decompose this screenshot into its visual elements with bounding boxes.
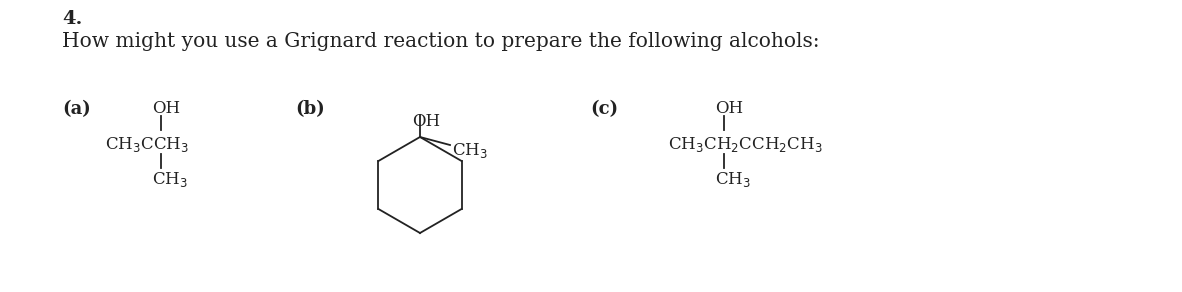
Text: OH: OH (413, 113, 440, 130)
Text: CH$_3$CH$_2$CCH$_2$CH$_3$: CH$_3$CH$_2$CCH$_2$CH$_3$ (668, 135, 823, 154)
Text: OH: OH (152, 100, 180, 117)
Text: 4.: 4. (61, 10, 83, 28)
Text: (b): (b) (296, 100, 325, 118)
Text: (a): (a) (61, 100, 91, 118)
Text: (c): (c) (590, 100, 618, 118)
Text: CH$_3$: CH$_3$ (152, 170, 188, 189)
Text: OH: OH (715, 100, 743, 117)
Text: How might you use a Grignard reaction to prepare the following alcohols:: How might you use a Grignard reaction to… (61, 32, 819, 51)
Text: CH$_3$: CH$_3$ (452, 141, 488, 160)
Text: CH$_3$CCH$_3$: CH$_3$CCH$_3$ (105, 135, 189, 154)
Text: CH$_3$: CH$_3$ (715, 170, 751, 189)
